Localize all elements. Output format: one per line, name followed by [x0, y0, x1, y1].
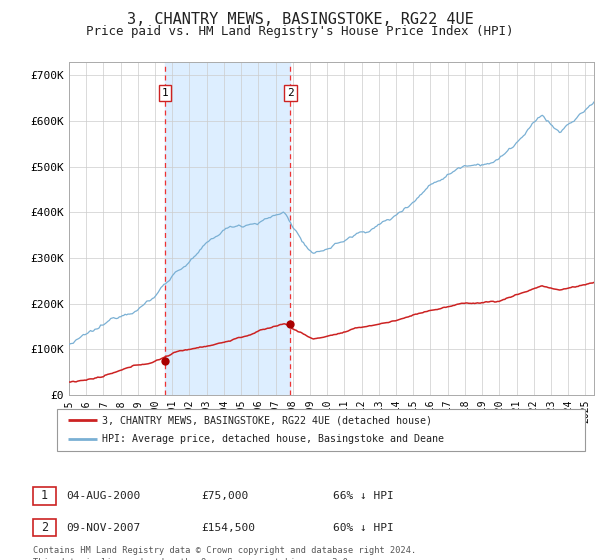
Text: Price paid vs. HM Land Registry's House Price Index (HPI): Price paid vs. HM Land Registry's House …	[86, 25, 514, 38]
Text: £75,000: £75,000	[201, 491, 248, 501]
Text: 04-AUG-2000: 04-AUG-2000	[66, 491, 140, 501]
Text: 60% ↓ HPI: 60% ↓ HPI	[333, 522, 394, 533]
Text: Contains HM Land Registry data © Crown copyright and database right 2024.
This d: Contains HM Land Registry data © Crown c…	[33, 546, 416, 560]
Bar	[165, 62, 290, 395]
FancyBboxPatch shape	[33, 487, 56, 505]
Text: 66% ↓ HPI: 66% ↓ HPI	[333, 491, 394, 501]
Text: £154,500: £154,500	[201, 522, 255, 533]
Text: HPI: Average price, detached house, Basingstoke and Deane: HPI: Average price, detached house, Basi…	[102, 435, 444, 445]
Text: 3, CHANTRY MEWS, BASINGSTOKE, RG22 4UE: 3, CHANTRY MEWS, BASINGSTOKE, RG22 4UE	[127, 12, 473, 27]
Text: 1: 1	[41, 489, 48, 502]
Text: 09-NOV-2007: 09-NOV-2007	[66, 522, 140, 533]
Text: 3, CHANTRY MEWS, BASINGSTOKE, RG22 4UE (detached house): 3, CHANTRY MEWS, BASINGSTOKE, RG22 4UE (…	[102, 415, 432, 425]
Text: 1: 1	[162, 88, 169, 98]
Text: 2: 2	[41, 521, 48, 534]
Text: 2: 2	[287, 88, 294, 98]
FancyBboxPatch shape	[33, 519, 56, 536]
FancyBboxPatch shape	[57, 409, 585, 451]
